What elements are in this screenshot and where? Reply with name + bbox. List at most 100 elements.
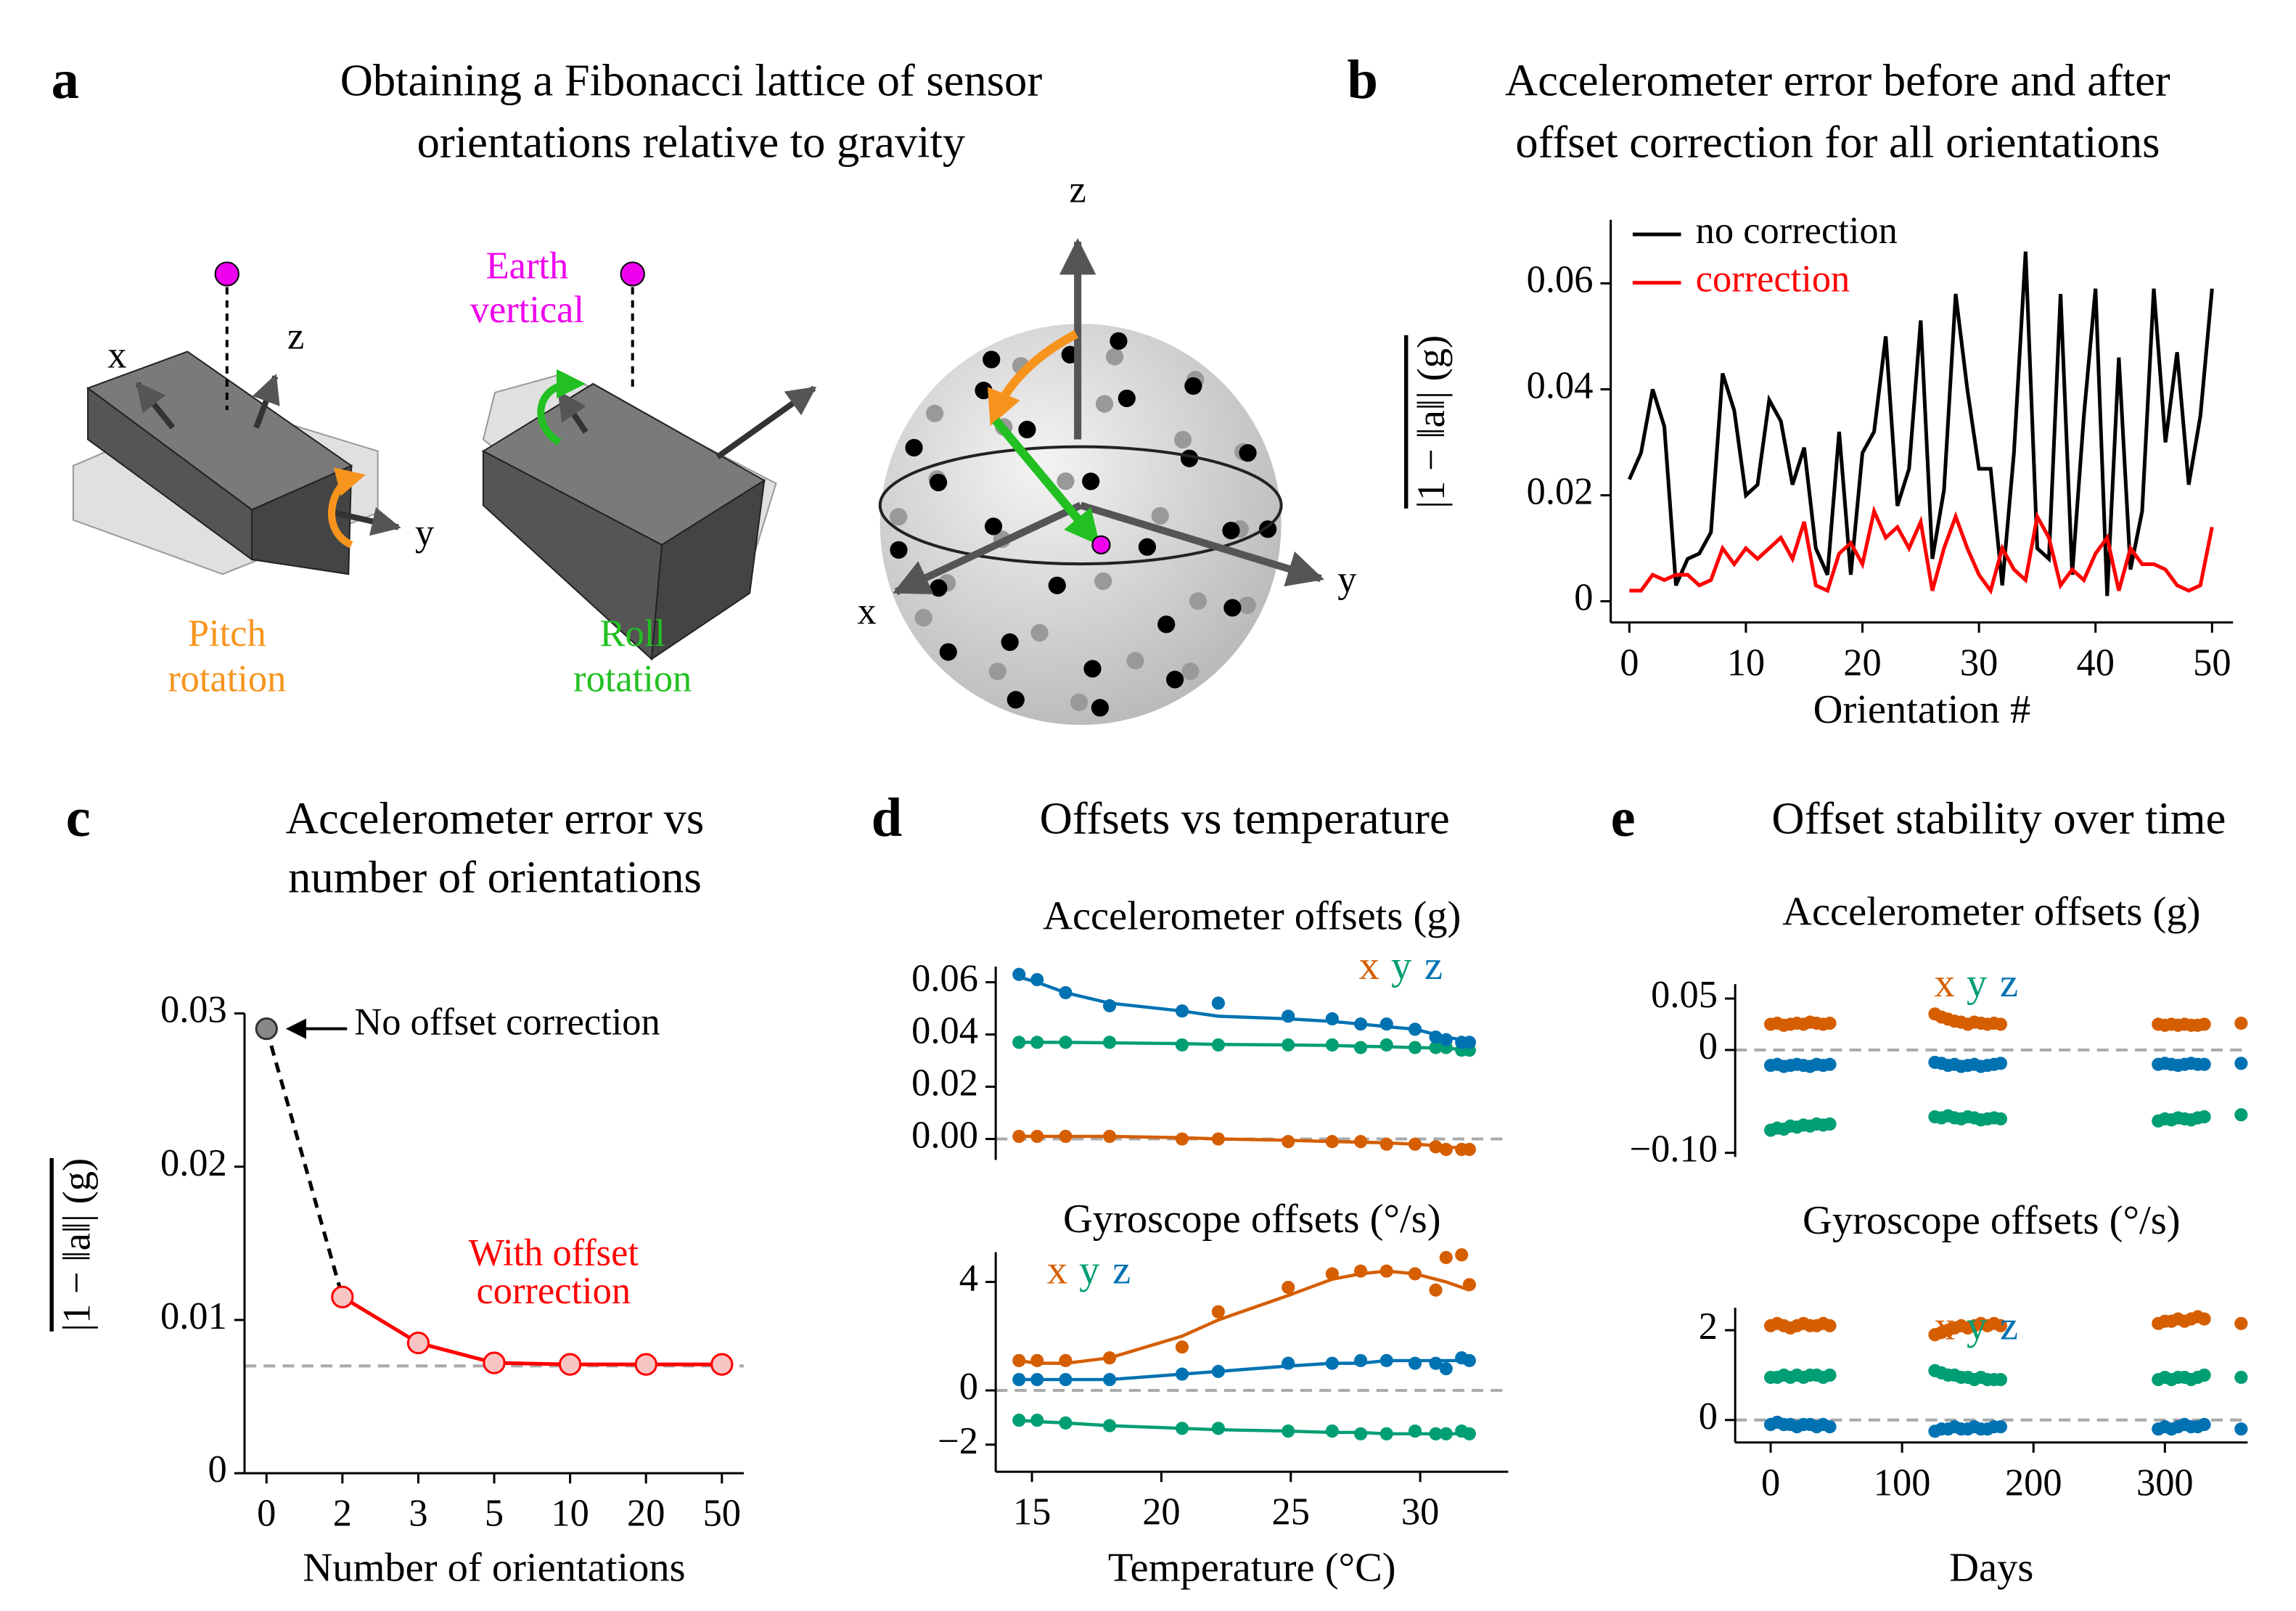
point bbox=[1379, 1427, 1393, 1440]
point bbox=[483, 1351, 506, 1374]
point bbox=[1325, 1038, 1339, 1052]
y-tick-label: 4 bbox=[959, 1258, 978, 1300]
point bbox=[1462, 1353, 1476, 1367]
point bbox=[1439, 1362, 1453, 1376]
subplot-title: Gyroscope offsets (°/s) bbox=[1063, 1197, 1441, 1242]
point bbox=[1282, 1038, 1295, 1052]
y-tick-label: 0.02 bbox=[1527, 471, 1594, 513]
lattice-dot bbox=[1018, 420, 1036, 439]
point bbox=[1993, 1420, 2008, 1434]
point bbox=[1103, 1036, 1117, 1049]
y-tick-label: 0.06 bbox=[1527, 259, 1594, 301]
x-tick-label: 15 bbox=[1013, 1491, 1051, 1533]
axis-arrow bbox=[333, 507, 401, 536]
y-axis-label: |1 − ‖a‖| (g) bbox=[1409, 335, 1453, 509]
lattice-dot bbox=[890, 508, 908, 526]
axis-label: z bbox=[1070, 169, 1086, 211]
point bbox=[1012, 1353, 1026, 1367]
y-tick-label: 0.04 bbox=[911, 1010, 978, 1052]
lattice-dot bbox=[1118, 389, 1136, 408]
point bbox=[1059, 1036, 1073, 1049]
point bbox=[1030, 1414, 1044, 1427]
lattice-dot bbox=[984, 517, 1003, 536]
point bbox=[2197, 1417, 2211, 1432]
subplot-title: Gyroscope offsets (°/s) bbox=[1803, 1198, 2181, 1243]
lattice-dot bbox=[983, 351, 1001, 369]
axis-arrow bbox=[1079, 501, 1324, 587]
point bbox=[1282, 1280, 1295, 1295]
point bbox=[1429, 1356, 1443, 1370]
axis-arrow bbox=[557, 390, 589, 434]
point bbox=[1379, 1017, 1393, 1031]
y-tick-label: 0.05 bbox=[1651, 974, 1718, 1016]
point bbox=[2234, 1316, 2248, 1330]
point bbox=[1462, 1427, 1476, 1440]
lattice-dot bbox=[1057, 472, 1075, 491]
point bbox=[1429, 1140, 1443, 1154]
title: orientations relative to gravity bbox=[417, 116, 966, 167]
box-face bbox=[650, 479, 766, 661]
pitch-label: rotation bbox=[168, 658, 286, 700]
earth-label: vertical bbox=[470, 289, 584, 331]
x-tick-label: 30 bbox=[1401, 1491, 1439, 1533]
lattice-dot bbox=[1091, 699, 1110, 717]
x-tick-label: 25 bbox=[1272, 1491, 1310, 1533]
x-tick-label: 0 bbox=[1620, 641, 1639, 684]
point bbox=[1012, 1036, 1026, 1049]
lattice-dot bbox=[930, 579, 948, 597]
point bbox=[1353, 1041, 1368, 1054]
lattice-dot bbox=[1083, 660, 1102, 678]
point bbox=[1175, 1422, 1189, 1435]
lattice-dot bbox=[1094, 572, 1112, 591]
point bbox=[1282, 1009, 1295, 1023]
point bbox=[1993, 1319, 2008, 1332]
lattice-dot bbox=[914, 609, 932, 627]
x-tick-label: 200 bbox=[2005, 1462, 2062, 1504]
lattice-dot bbox=[1006, 691, 1025, 709]
point bbox=[1408, 1424, 1422, 1438]
axis-arrow bbox=[893, 501, 1083, 595]
point bbox=[1325, 1012, 1339, 1026]
point bbox=[1993, 1057, 2008, 1070]
point bbox=[1379, 1264, 1393, 1278]
point bbox=[1211, 1038, 1225, 1052]
point bbox=[1429, 1030, 1443, 1044]
baseline-link bbox=[264, 1028, 345, 1298]
point bbox=[1439, 1427, 1453, 1440]
x-tick-label: 300 bbox=[2136, 1462, 2194, 1504]
point bbox=[1993, 1112, 2008, 1126]
legend-label: y bbox=[1967, 961, 1988, 1006]
box-face bbox=[251, 464, 353, 575]
panel-letter: a bbox=[52, 49, 79, 110]
point bbox=[1059, 1129, 1073, 1144]
lattice-dot bbox=[1189, 592, 1208, 610]
lattice-dot bbox=[1173, 430, 1192, 448]
point bbox=[1993, 1373, 2008, 1387]
lattice-dot bbox=[905, 438, 923, 457]
point bbox=[2197, 1110, 2211, 1124]
legend-label: z bbox=[2000, 961, 2018, 1006]
y-tick-label: 0 bbox=[1574, 577, 1593, 619]
earth-label: Earth bbox=[486, 245, 569, 287]
annotation: With offset bbox=[469, 1232, 639, 1274]
lattice-dot bbox=[1105, 348, 1124, 366]
point bbox=[2234, 1016, 2248, 1030]
legend-label: correction bbox=[1696, 258, 1850, 300]
x-tick-label: 3 bbox=[409, 1493, 427, 1535]
fit-line bbox=[1019, 1041, 1470, 1052]
axis-arrow bbox=[135, 381, 176, 430]
point bbox=[1462, 1142, 1476, 1157]
point bbox=[1030, 1353, 1044, 1367]
point bbox=[1823, 1420, 1837, 1434]
title: Obtaining a Fibonacci lattice of sensor bbox=[340, 55, 1043, 106]
x-tick-label: 40 bbox=[2077, 641, 2115, 684]
point bbox=[1211, 996, 1225, 1010]
roll-arrow bbox=[537, 369, 586, 446]
x-tick-label: 100 bbox=[1874, 1462, 1931, 1504]
point bbox=[1103, 1372, 1117, 1387]
x-axis-label: Days bbox=[1949, 1545, 2033, 1590]
panel-letter: d bbox=[872, 787, 903, 848]
point bbox=[2234, 1108, 2248, 1122]
panel-letter: e bbox=[1611, 787, 1636, 848]
